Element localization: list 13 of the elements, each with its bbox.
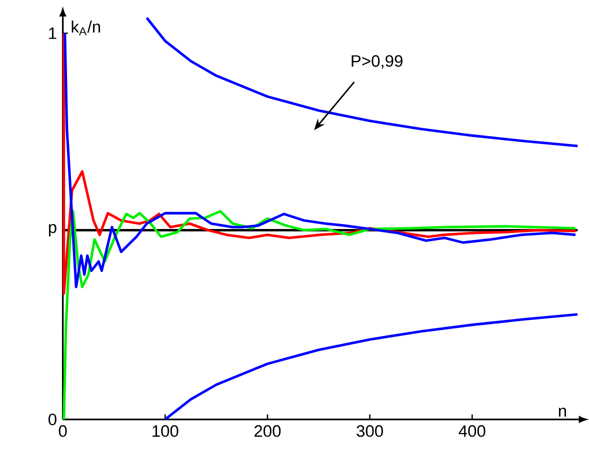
y-tick-label: p (48, 224, 56, 236)
x-tick-label: 200 (254, 425, 281, 437)
x-tick-label: 400 (458, 425, 486, 437)
x-tick-label: 0 (58, 425, 67, 437)
x-axis-title: n (558, 408, 566, 417)
x-tick-label: 300 (356, 425, 383, 437)
x-tick-label: 100 (152, 425, 178, 437)
y-tick-label: 0 (48, 414, 56, 426)
y-tick-label: 1 (49, 28, 56, 39)
line-series (145, 16, 579, 148)
line-series (164, 313, 579, 421)
y-axis-title: k$_{A}$/n (72, 20, 100, 36)
annotation: P>0,99 (352, 55, 402, 69)
